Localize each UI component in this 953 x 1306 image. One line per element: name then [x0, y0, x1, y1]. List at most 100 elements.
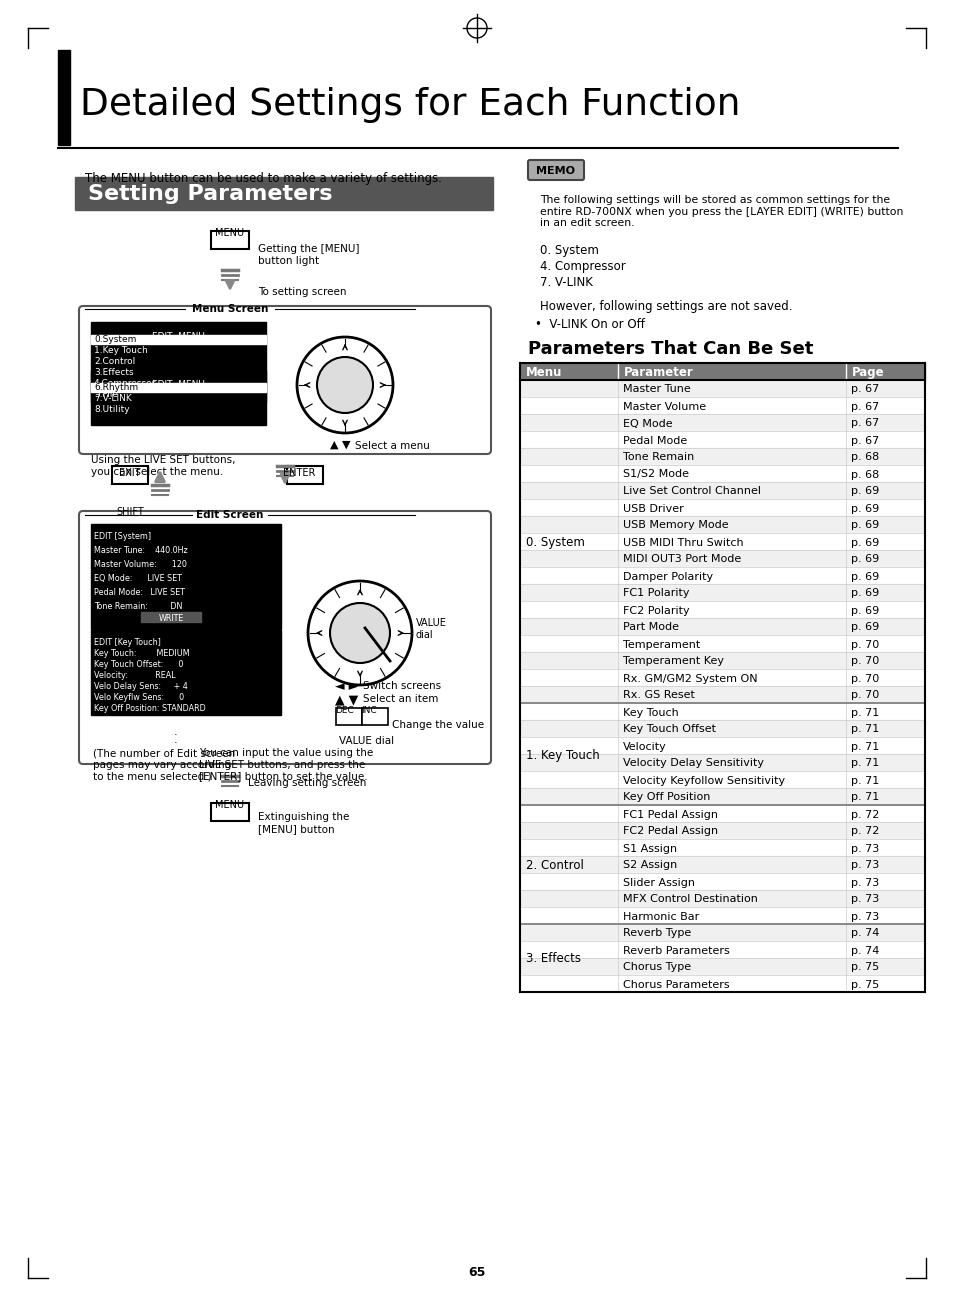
Bar: [519, 737, 924, 754]
Text: Setting Parameters: Setting Parameters: [88, 184, 333, 204]
Text: You can input the value using the
LIVE SET buttons, and press the
[ENTER] button: You can input the value using the LIVE S…: [199, 748, 373, 781]
Text: WRITE: WRITE: [158, 614, 184, 623]
Bar: [519, 703, 924, 720]
Bar: [91, 629, 281, 714]
Text: Temperament Key: Temperament Key: [622, 657, 723, 666]
Text: Key Touch: Key Touch: [622, 708, 678, 717]
Text: Page: Page: [851, 366, 883, 379]
Bar: [519, 584, 924, 601]
Text: p. 73: p. 73: [850, 844, 879, 854]
Text: EDIT [System]: EDIT [System]: [94, 532, 151, 541]
Text: EDIT  MENU: EDIT MENU: [152, 332, 204, 341]
FancyBboxPatch shape: [79, 306, 491, 454]
FancyBboxPatch shape: [287, 466, 323, 485]
Text: FC2 Pedal Assign: FC2 Pedal Assign: [622, 827, 718, 837]
Bar: [519, 754, 924, 771]
Bar: [519, 942, 924, 959]
Text: p. 73: p. 73: [850, 895, 879, 905]
Text: p. 72: p. 72: [850, 810, 879, 819]
Text: However, following settings are not saved.: However, following settings are not save…: [539, 300, 792, 313]
Text: Getting the [MENU]
button light: Getting the [MENU] button light: [257, 244, 359, 265]
Circle shape: [330, 603, 390, 663]
Text: 65: 65: [468, 1266, 485, 1279]
Text: Temperament: Temperament: [622, 640, 700, 649]
Text: p. 69: p. 69: [850, 521, 879, 530]
Text: S1/S2 Mode: S1/S2 Mode: [622, 469, 688, 479]
Text: Live Set Control Channel: Live Set Control Channel: [622, 487, 760, 496]
Bar: [519, 669, 924, 686]
Bar: [519, 397, 924, 414]
Text: p. 71: p. 71: [850, 776, 879, 785]
Bar: [91, 323, 266, 402]
Bar: [519, 516, 924, 533]
Bar: [91, 336, 266, 343]
Text: S1 Assign: S1 Assign: [622, 844, 677, 854]
Text: 3.Effects: 3.Effects: [94, 368, 133, 377]
Text: MENU: MENU: [215, 801, 244, 810]
Text: Switch screens: Switch screens: [363, 680, 440, 691]
Text: Select a menu: Select a menu: [355, 441, 430, 451]
Text: Velo Delay Sens:     + 4: Velo Delay Sens: + 4: [94, 682, 188, 691]
Text: Key Touch:        MEDIUM: Key Touch: MEDIUM: [94, 649, 190, 658]
Text: FC1 Pedal Assign: FC1 Pedal Assign: [622, 810, 718, 819]
Bar: [519, 380, 924, 397]
Text: •  V-LINK On or Off: • V-LINK On or Off: [535, 317, 644, 330]
Text: p. 71: p. 71: [850, 793, 879, 802]
Text: 4.Compressor: 4.Compressor: [94, 379, 156, 388]
Bar: [141, 613, 201, 622]
Text: FC1 Polarity: FC1 Polarity: [622, 589, 689, 598]
Text: Leaving setting screen: Leaving setting screen: [248, 778, 366, 788]
Text: Key Off Position: STANDARD: Key Off Position: STANDARD: [94, 704, 206, 713]
Text: 7. V-LINK: 7. V-LINK: [539, 276, 592, 289]
Text: EQ Mode:      LIVE SET: EQ Mode: LIVE SET: [94, 575, 182, 582]
Text: Menu Screen: Menu Screen: [192, 304, 268, 313]
Text: ▲ ▼: ▲ ▼: [330, 440, 350, 451]
Bar: [519, 889, 924, 906]
Text: p. 68: p. 68: [850, 452, 879, 462]
Text: Velo Keyflw Sens:      0: Velo Keyflw Sens: 0: [94, 693, 184, 703]
Bar: [519, 465, 924, 482]
Bar: [519, 906, 924, 925]
Text: 5.File: 5.File: [94, 390, 118, 400]
Text: EQ Mode: EQ Mode: [622, 418, 672, 428]
Bar: [519, 788, 924, 804]
Bar: [519, 872, 924, 889]
Text: p. 71: p. 71: [850, 742, 879, 751]
Bar: [519, 976, 924, 993]
Bar: [519, 567, 924, 584]
Bar: [519, 635, 924, 652]
Text: ENTER: ENTER: [282, 468, 314, 478]
Text: p. 67: p. 67: [850, 418, 879, 428]
Text: USB Driver: USB Driver: [622, 504, 683, 513]
Text: dial: dial: [416, 629, 434, 640]
Text: p. 71: p. 71: [850, 708, 879, 717]
Bar: [519, 550, 924, 567]
Bar: [519, 821, 924, 838]
Text: Detailed Settings for Each Function: Detailed Settings for Each Function: [80, 88, 740, 123]
Text: Tone Remain:         DN: Tone Remain: DN: [94, 602, 182, 611]
Text: EXIT: EXIT: [119, 468, 141, 478]
Text: Extinguishing the
[MENU] button: Extinguishing the [MENU] button: [257, 812, 349, 833]
FancyBboxPatch shape: [79, 511, 491, 764]
Bar: [91, 383, 266, 392]
Text: p. 69: p. 69: [850, 555, 879, 564]
Bar: [519, 959, 924, 976]
Text: S2 Assign: S2 Assign: [622, 861, 677, 871]
Bar: [519, 482, 924, 499]
Bar: [519, 363, 924, 380]
Text: INC: INC: [361, 707, 376, 714]
Text: Rx. GS Reset: Rx. GS Reset: [622, 691, 694, 700]
Text: 0. System: 0. System: [525, 535, 584, 549]
Text: 6.Rhythm: 6.Rhythm: [94, 383, 138, 392]
Text: 3. Effects: 3. Effects: [525, 952, 580, 965]
Text: p. 75: p. 75: [850, 980, 879, 990]
Text: p. 74: p. 74: [850, 929, 879, 939]
Text: p. 69: p. 69: [850, 572, 879, 581]
Text: Part Mode: Part Mode: [622, 623, 679, 632]
Text: p. 67: p. 67: [850, 384, 879, 394]
Text: p. 75: p. 75: [850, 963, 879, 973]
Text: EDIT [Key Touch]: EDIT [Key Touch]: [94, 639, 161, 646]
Text: 7.V-LINK: 7.V-LINK: [94, 394, 132, 404]
FancyBboxPatch shape: [527, 161, 583, 180]
Text: MENU: MENU: [215, 229, 244, 238]
